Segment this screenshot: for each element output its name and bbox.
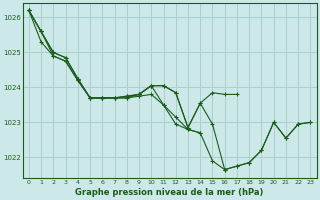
X-axis label: Graphe pression niveau de la mer (hPa): Graphe pression niveau de la mer (hPa)	[76, 188, 264, 197]
